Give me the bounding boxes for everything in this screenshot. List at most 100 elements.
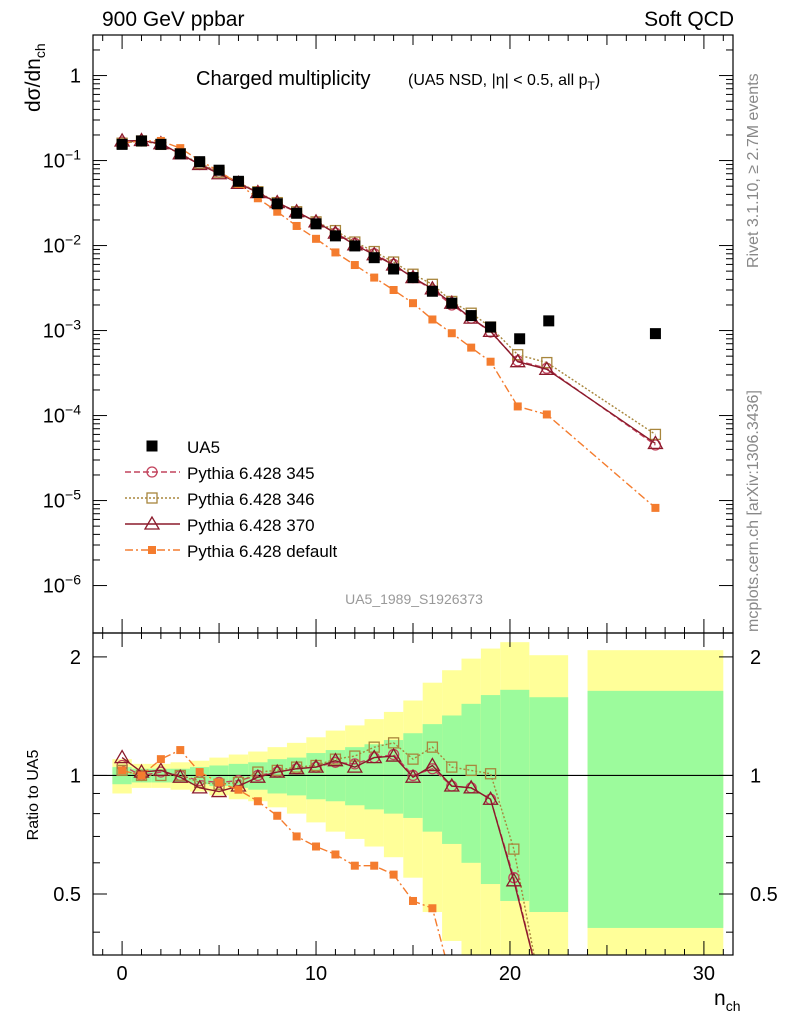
main-point-pythia-6-428-346	[512, 349, 524, 361]
main-point-ua5	[310, 218, 322, 230]
main-point-ua5	[135, 135, 147, 147]
ratio-point-pythia-6-428-default	[448, 977, 456, 985]
main-point-pythia-6-428-default	[428, 315, 437, 324]
main-point-ua5	[291, 207, 303, 219]
main-point-pythia-6-428-370	[647, 435, 664, 450]
band-inner-21	[529, 697, 569, 913]
band-inner-16	[422, 724, 443, 832]
main-point-ua5	[213, 164, 225, 176]
ratio-point-pythia-6-428-default	[137, 771, 146, 780]
main-point-ua5	[194, 156, 206, 168]
main-point-pythia-6-428-default	[409, 299, 417, 308]
main-point-ua5	[407, 272, 419, 284]
y-tick-label: 1	[70, 66, 81, 88]
main-point-pythia-6-428-default	[447, 329, 456, 338]
ratio-point-pythia-6-428-default	[215, 778, 224, 787]
ratio-point-pythia-6-428-370	[424, 757, 441, 772]
main-point-pythia-6-428-default	[176, 144, 185, 153]
legend-label: Pythia 6.428 345	[187, 464, 315, 483]
ratio-point-pythia-6-428-370	[532, 974, 546, 986]
ratio-point-pythia-6-428-default	[409, 896, 417, 905]
main-point-ua5	[543, 315, 555, 327]
main-point-pythia-6-428-default	[253, 194, 262, 203]
ratio-y-axis-label: Ratio to UA5	[25, 750, 42, 841]
ratio-point-pythia-6-428-346	[135, 769, 148, 782]
y-axis-label: dσ/dnch	[22, 43, 48, 112]
main-point-pythia-6-428-370	[538, 361, 555, 375]
main-point-pythia-6-428-346	[541, 356, 553, 369]
ratio-point-pythia-6-428-default	[195, 768, 204, 777]
ratio-point-pythia-6-428-default	[428, 904, 437, 913]
band-inner-22	[587, 690, 724, 928]
main-point-ua5	[465, 310, 477, 322]
ratio-point-pythia-6-428-default	[389, 870, 398, 879]
main-point-pythia-6-428-default	[389, 286, 398, 294]
ratio-point-pythia-6-428-346	[446, 761, 458, 773]
main-point-pythia-6-428-default	[486, 357, 495, 366]
ratio-point-pythia-6-428-346	[534, 976, 544, 986]
legend-item-ua5: UA5	[146, 438, 220, 457]
band-inner-13	[364, 744, 384, 810]
ratio-y-tick-label-right: 0.5	[750, 884, 778, 906]
ratio-y-tick-label-left: 1	[70, 765, 81, 787]
band-inner-19	[480, 695, 501, 885]
ratio-point-pythia-6-428-default	[156, 755, 165, 764]
ratio-point-pythia-6-428-370	[482, 790, 499, 805]
ratio-line-pythia-6-428-370	[121, 755, 534, 955]
ratio-y-tick-label-right: 2	[750, 647, 761, 669]
ratio-point-pythia-6-428-370	[249, 768, 266, 783]
main-point-ua5	[232, 175, 244, 187]
main-point-ua5	[155, 138, 167, 150]
ratio-point-pythia-6-428-370	[505, 872, 522, 887]
y-tick-label: 10−1	[43, 147, 81, 173]
ratio-point-pythia-6-428-346	[484, 768, 497, 780]
main-point-pythia-6-428-default	[513, 402, 522, 411]
ratio-point-pythia-6-428-default	[350, 861, 359, 870]
band-inner-12	[345, 747, 365, 806]
ratio-point-pythia-6-428-default	[331, 850, 340, 859]
ratio-point-pythia-6-428-370	[210, 783, 228, 798]
ratio-line-pythia-6-428-346	[121, 742, 535, 955]
x-tick-label: 10	[305, 963, 327, 985]
analysis-watermark: UA5_1989_S1926373	[345, 591, 483, 607]
ratio-point-pythia-6-428-346	[508, 843, 520, 855]
main-point-ua5	[349, 240, 361, 252]
ratio-point-pythia-6-428-370	[366, 749, 383, 764]
main-point-ua5	[329, 230, 341, 242]
ratio-point-pythia-6-428-370	[172, 768, 189, 783]
main-point-pythia-6-428-370	[509, 353, 526, 368]
ratio-point-pythia-6-428-370	[269, 763, 286, 778]
ratio-point-pythia-6-428-370	[385, 747, 402, 762]
ratio-point-pythia-6-428-346	[407, 753, 419, 765]
legend-item-pythia-6-428-345: Pythia 6.428 345	[125, 464, 315, 483]
main-point-pythia-6-428-default	[542, 410, 551, 419]
main-point-ua5	[514, 333, 526, 345]
ratio-y-tick-label-left: 2	[70, 647, 81, 669]
ratio-point-pythia-6-428-370	[152, 762, 170, 777]
legend-item-pythia-6-428-default: Pythia 6.428 default	[125, 542, 338, 561]
ratio-point-pythia-6-428-345	[534, 976, 544, 986]
ratio-point-pythia-6-428-default	[176, 746, 185, 755]
ratio-point-pythia-6-428-370	[191, 779, 208, 794]
ratio-point-pythia-6-428-346	[426, 741, 439, 753]
main-line-pythia-6-428-345	[122, 140, 656, 446]
main-point-pythia-6-428-default	[651, 503, 660, 512]
y-tick-label: 10−3	[43, 317, 81, 343]
band-inner-20	[500, 689, 530, 901]
main-point-pythia-6-428-default	[292, 221, 301, 230]
ratio-line-pythia-6-428-default	[121, 749, 446, 955]
legend-item-pythia-6-428-370: Pythia 6.428 370	[125, 515, 315, 535]
ratio-point-pythia-6-428-370	[404, 768, 422, 783]
y-tick-label: 10−6	[43, 572, 81, 598]
ratio-point-pythia-6-428-default	[312, 842, 321, 851]
x-tick-label: 0	[117, 963, 128, 985]
band-inner-14	[383, 740, 404, 814]
main-point-pythia-6-428-default	[350, 261, 359, 270]
ratio-point-pythia-6-428-346	[368, 741, 380, 753]
legend-label: Pythia 6.428 346	[187, 490, 315, 509]
legend-label: Pythia 6.428 370	[187, 516, 315, 535]
main-point-ua5	[446, 297, 458, 309]
ratio-point-pythia-6-428-370	[113, 749, 131, 764]
main-point-ua5	[271, 198, 283, 210]
